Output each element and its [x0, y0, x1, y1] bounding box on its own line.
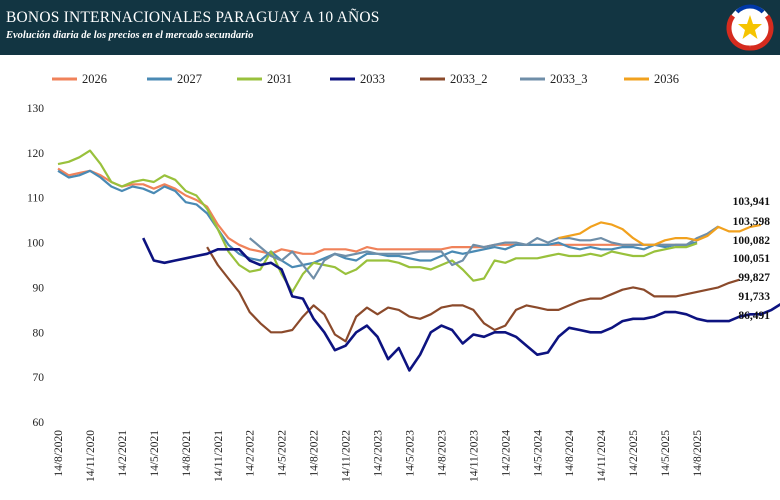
- x-tick-label: 14/5/2023: [404, 430, 416, 477]
- plot-area: [57, 149, 780, 372]
- legend-label: 2027: [177, 72, 202, 86]
- end-value-labels: 103,941 103,598 100,082 100,051 99,827 91,733…: [733, 196, 771, 322]
- chart-title: BONOS INTERNACIONALES PARAGUAY A 10 AÑOS: [6, 9, 380, 26]
- series-line-2031: [57, 149, 698, 293]
- x-tick-label: 14/8/2023: [436, 430, 448, 477]
- y-axis: 60 70 80 90 100 110 120 130: [27, 103, 45, 429]
- x-tick-label: 14/11/2023: [468, 430, 480, 482]
- x-axis: 14/8/2020 14/11/2020 14/2/2021 14/5/2021 14/…: [53, 430, 704, 482]
- x-tick-label: 14/8/2020: [53, 430, 65, 477]
- end-value-label: 86,491: [738, 310, 770, 322]
- x-tick-label: 14/11/2024: [596, 430, 608, 482]
- x-tick-label: 14/2/2021: [117, 430, 129, 477]
- y-tick-label: 100: [27, 238, 45, 250]
- x-tick-label: 14/11/2021: [213, 430, 225, 482]
- legend-label: 2026: [82, 72, 107, 86]
- x-tick-label: 14/11/2020: [85, 430, 97, 482]
- legend-label: 2031: [267, 72, 292, 86]
- series-line-2033_2: [206, 246, 740, 343]
- x-tick-label: 14/8/2021: [181, 430, 193, 477]
- end-value-label: 103,598: [733, 216, 771, 228]
- line-chart: 2026 2027 2031 2033 2033_2 2033_3 2036 60 70 80 9…: [27, 72, 780, 482]
- y-tick-label: 60: [33, 417, 45, 429]
- legend-label: 2036: [654, 72, 679, 86]
- x-tick-label: 14/8/2025: [692, 430, 704, 477]
- end-value-label: 100,082: [733, 235, 771, 247]
- chart-header: BONOS INTERNACIONALES PARAGUAY A 10 AÑOS…: [0, 0, 780, 55]
- x-tick-label: 14/2/2022: [245, 430, 257, 477]
- legend-label: 2033_2: [450, 72, 488, 86]
- x-tick-label: 14/8/2024: [564, 430, 576, 477]
- y-tick-label: 130: [27, 103, 45, 115]
- end-value-label: 91,733: [738, 291, 770, 303]
- chart-subtitle: Evolución diaria de los precios en el me…: [6, 30, 254, 41]
- x-tick-label: 14/11/2022: [341, 430, 353, 482]
- end-value-label: 100,051: [733, 253, 771, 265]
- y-tick-label: 120: [27, 148, 45, 160]
- paraguay-star-emblem-icon: [726, 4, 774, 51]
- end-value-label: 99,827: [738, 272, 770, 284]
- legend-label: 2033: [360, 72, 385, 86]
- x-tick-label: 14/2/2023: [373, 430, 385, 477]
- y-tick-label: 80: [33, 327, 45, 339]
- legend: 2026 2027 2031 2033 2033_2 2033_3 2036: [52, 72, 679, 86]
- x-tick-label: 14/5/2022: [277, 430, 289, 477]
- y-tick-label: 90: [33, 282, 45, 294]
- x-tick-label: 14/2/2024: [500, 430, 512, 477]
- x-tick-label: 14/5/2024: [532, 430, 544, 477]
- x-tick-label: 14/8/2022: [309, 430, 321, 477]
- x-tick-label: 14/5/2025: [660, 430, 672, 477]
- series-line-2026: [57, 167, 698, 255]
- series-line-2036: [558, 221, 762, 246]
- end-value-label: 103,941: [733, 196, 771, 208]
- legend-label: 2033_3: [550, 72, 588, 86]
- series-line-2033_3: [248, 225, 719, 280]
- x-tick-label: 14/2/2025: [628, 430, 640, 477]
- y-tick-label: 70: [33, 372, 45, 384]
- y-tick-label: 110: [27, 193, 44, 205]
- x-tick-label: 14/5/2021: [149, 430, 161, 477]
- series-line-2033: [142, 237, 780, 372]
